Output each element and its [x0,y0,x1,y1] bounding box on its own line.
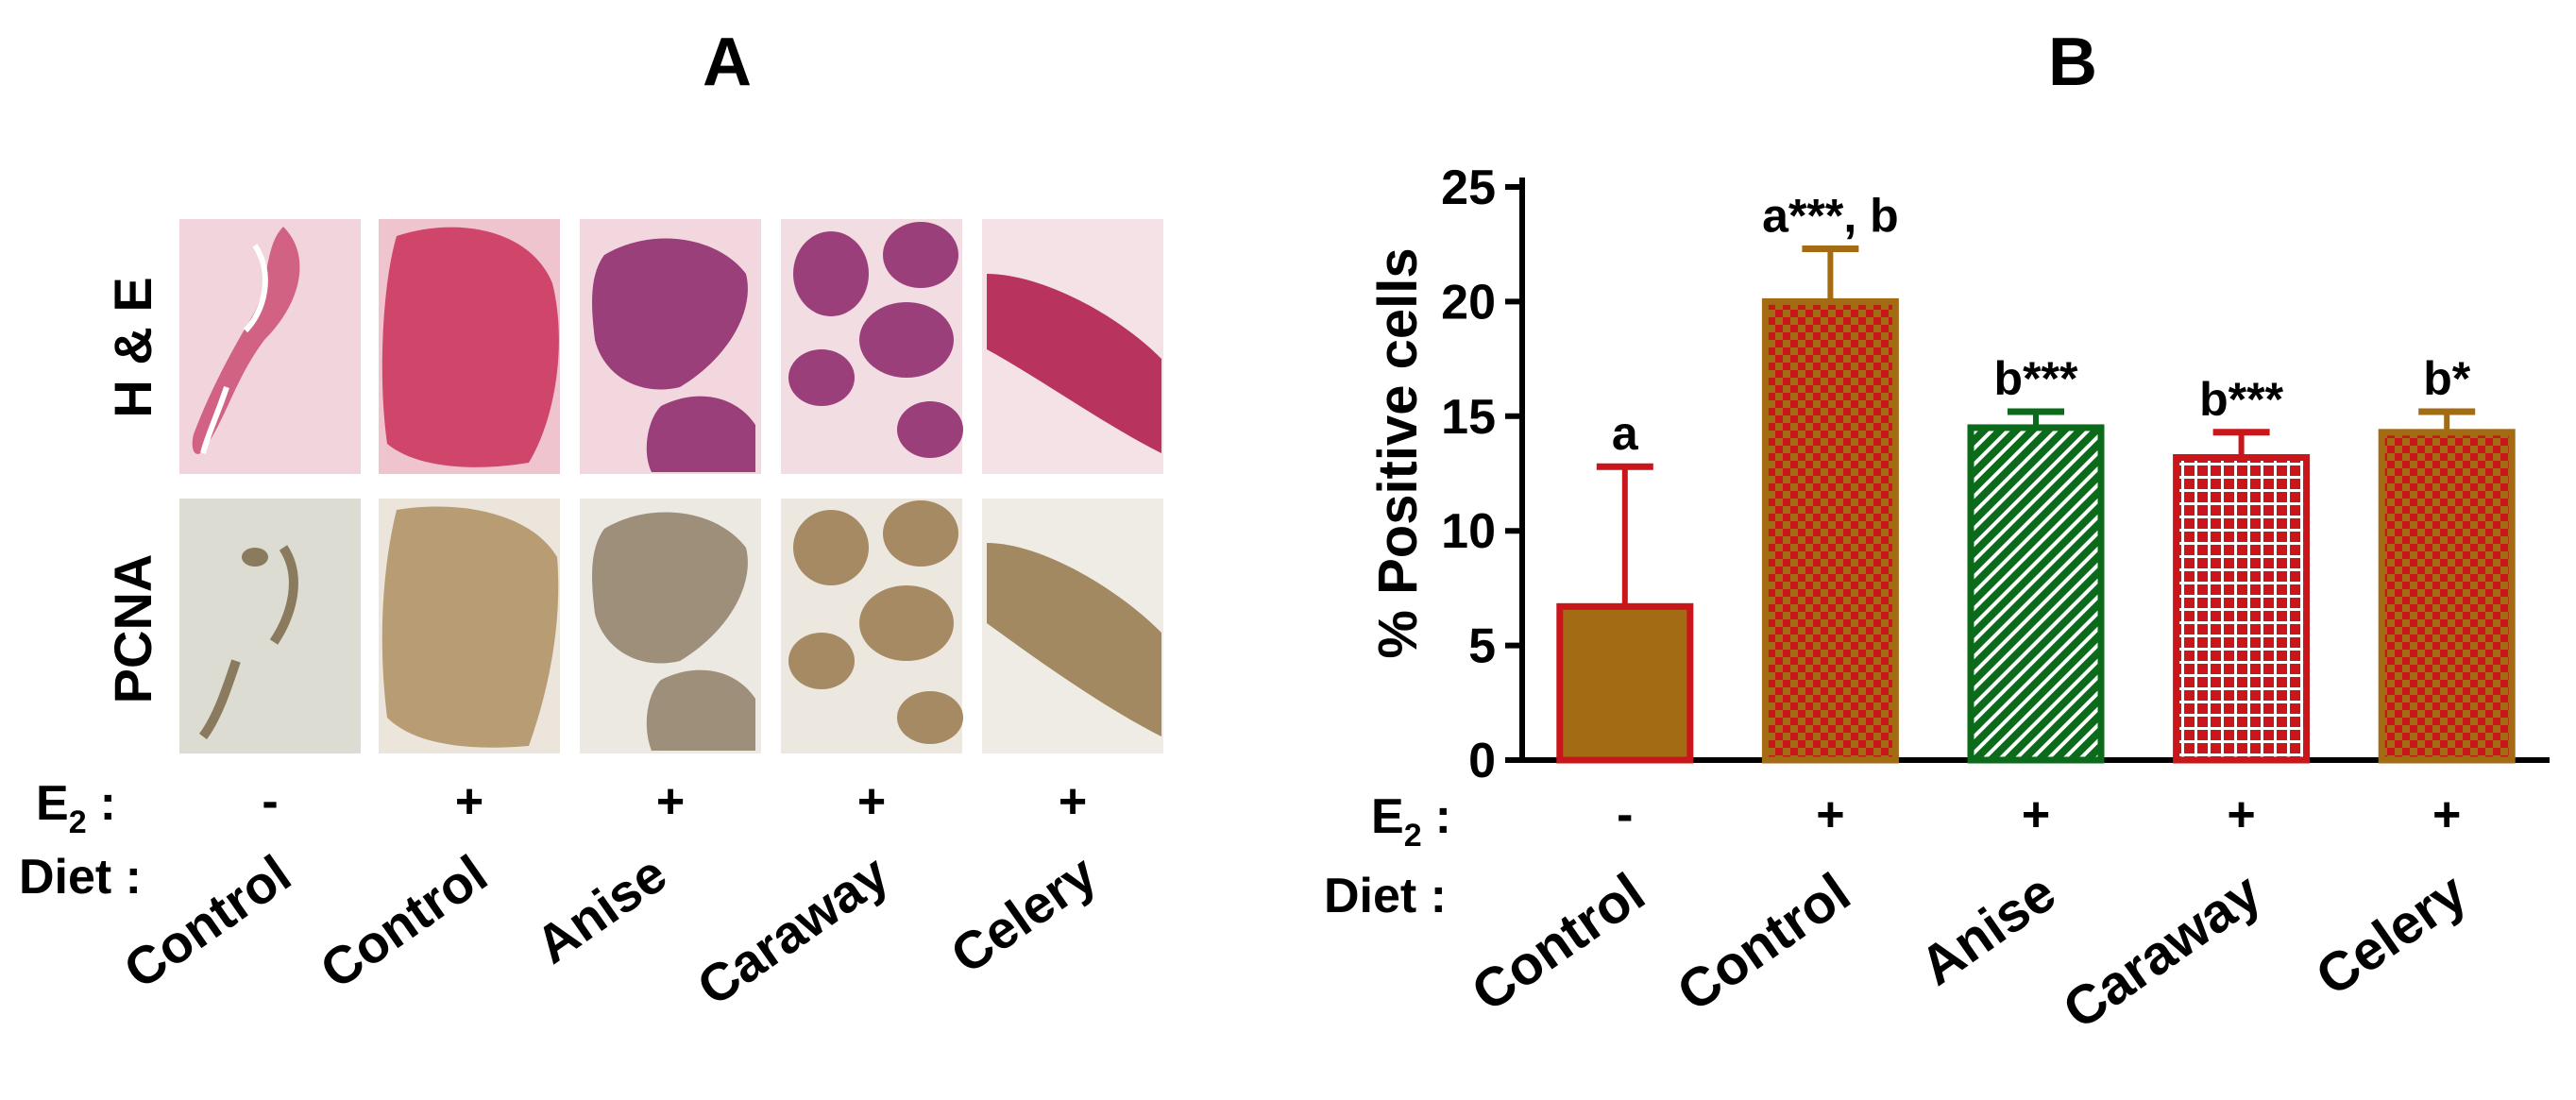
micrograph-he-1 [179,219,361,474]
y-tick-label: 20 [1441,275,1496,330]
panel-a: A H & E PCNA [19,25,1163,1017]
e2-value-b: + [1816,787,1844,842]
e2-value-b: + [2022,787,2050,842]
e2-label-a: E2: [36,776,116,840]
chart-area: 0 5 10 15 20 25 a a***, b b*** b*** b* [1441,161,2550,788]
bar-annotation: b*** [2199,373,2283,426]
e2-label-b: E2: [1371,789,1451,854]
e2-value-a-2: + [455,774,483,829]
x-tick-label: Control [1667,861,1861,1024]
diet-value-a-4: Caraway [686,843,899,1017]
e2-value-a-3: + [656,774,685,829]
bar-annotation: a***, b [1762,190,1899,243]
diet-value-a-2: Control [310,843,498,1000]
row-label-he: H & E [103,277,162,417]
pcna-row [179,499,1163,753]
y-tick-label: 25 [1441,161,1496,215]
y-axis-label: % Positive cells [1367,247,1429,658]
y-tick-label: 10 [1441,504,1496,559]
bar-annotation: b* [2423,352,2471,405]
bar-annotation: a [1612,407,1639,460]
e2-value-b: + [2432,787,2461,842]
e2-value-b: - [1617,787,1633,842]
x-tick-label: Control [1461,861,1655,1024]
bar-annotation: b*** [1994,352,2078,405]
bar [2378,429,2516,764]
x-tick-label: Caraway [2052,861,2272,1041]
e2-value-a-4: + [857,774,886,829]
panel-b: B % Positive cells 0 5 10 15 20 25 a a***, b b**… [1324,25,2550,1041]
micrograph-pcna-4 [781,499,963,753]
e2-value-a-1: - [262,774,278,829]
micrograph-he-4 [781,219,963,474]
e2-values-b: - + + + + [1617,787,2461,842]
row-label-pcna: PCNA [103,554,162,704]
bar [1967,424,2105,764]
diet-label-a: Diet : [19,850,142,905]
x-tick-label: Anise [1909,861,2067,997]
diet-label-b: Diet : [1324,869,1447,923]
e2-value-b: + [2227,787,2255,842]
micrograph-pcna-3 [580,499,761,753]
panel-b-label: B [2048,25,2097,100]
y-tick-label: 15 [1441,390,1496,445]
e2-value-a-5: + [1059,774,1087,829]
bar [1556,602,1694,764]
diet-value-a-3: Anise [525,843,677,974]
micrograph-he-5 [982,219,1163,474]
y-tick-label: 0 [1468,734,1496,788]
bar [1761,297,1899,764]
panel-a-label: A [703,25,752,100]
x-tick-label: Celery [2305,861,2478,1007]
micrograph-pcna-5 [982,499,1163,753]
micrograph-pcna-1 [179,499,361,753]
micrograph-he-3 [580,219,761,474]
micrograph-he-2 [379,219,560,474]
bar [2173,454,2311,764]
diet-value-a-5: Celery [940,843,1106,985]
micrograph-pcna-2 [379,499,560,753]
he-row [179,219,1163,474]
y-tick-label: 5 [1468,619,1496,674]
